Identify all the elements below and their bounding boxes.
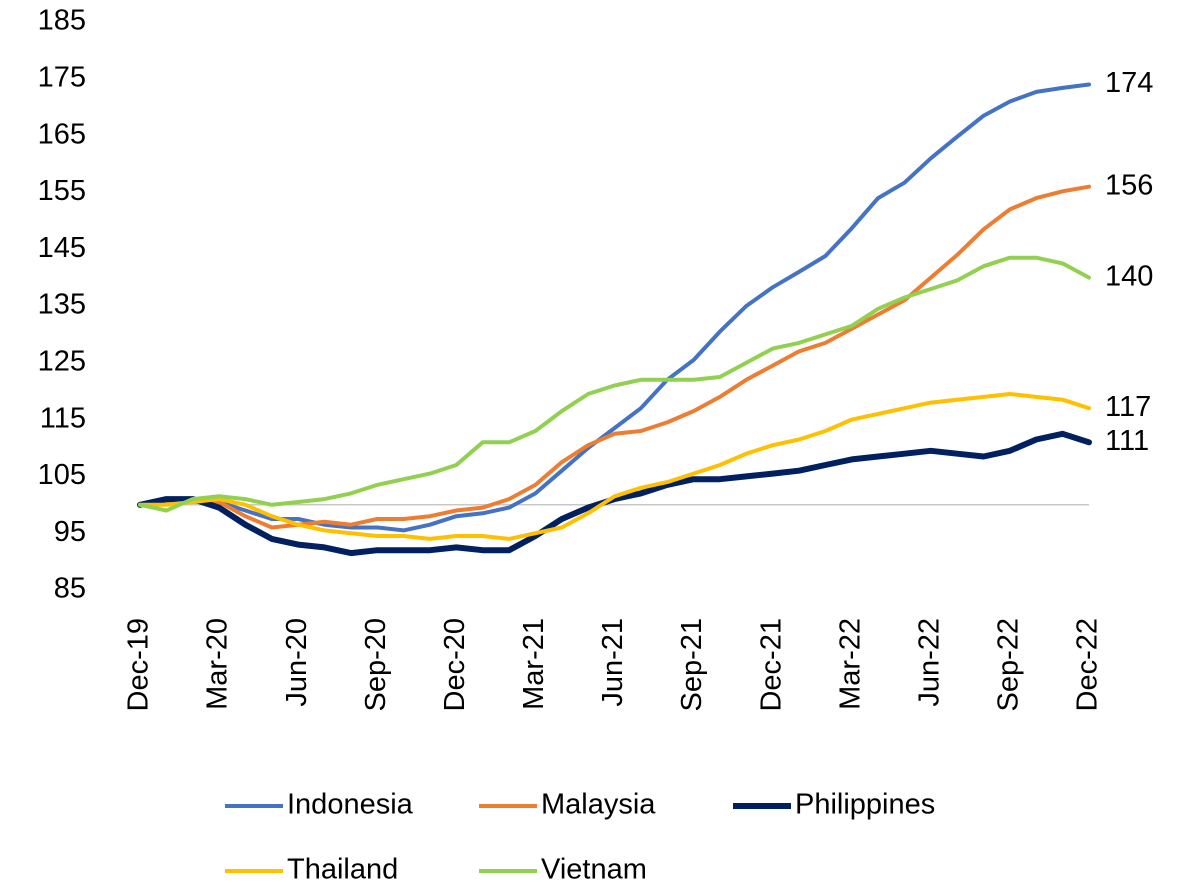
series-line (137, 430, 1092, 557)
series-line (138, 82, 1091, 533)
legend-label: Philippines (795, 789, 935, 821)
end-label: 111 (1105, 425, 1149, 457)
x-tick-label: Mar-20 (202, 618, 234, 710)
x-tick-label: Sep-20 (360, 618, 392, 712)
y-tick-label: 95 (54, 516, 86, 548)
y-tick-label: 135 (38, 289, 86, 321)
x-tick-label: Sep-22 (993, 618, 1025, 712)
x-tick-label: Mar-21 (518, 618, 550, 710)
series-line (138, 184, 1091, 530)
end-label: 140 (1105, 260, 1153, 292)
end-label: 174 (1105, 67, 1153, 99)
legend-label: Malaysia (541, 789, 656, 821)
y-tick-label: 125 (38, 345, 86, 377)
x-tick-label: Dec-20 (439, 618, 471, 712)
y-tick-label: 155 (38, 175, 86, 207)
y-tick-label: 115 (40, 402, 86, 434)
legend-label: Vietnam (541, 854, 647, 886)
x-tick-label: Dec-22 (1072, 618, 1104, 712)
y-tick-label: 145 (38, 232, 86, 264)
end-label: 156 (1105, 169, 1153, 201)
y-tick-label: 85 (54, 573, 86, 605)
y-tick-label: 105 (38, 459, 86, 491)
y-tick-label: 165 (38, 118, 86, 150)
x-tick-label: Jun-21 (597, 618, 629, 707)
series-line (138, 255, 1091, 513)
end-label: 117 (1105, 391, 1151, 423)
x-tick-label: Jun-22 (913, 618, 945, 707)
y-tick-label: 175 (38, 61, 86, 93)
y-tick-label: 185 (38, 5, 86, 37)
x-tick-label: Jun-20 (281, 618, 313, 707)
x-tick-label: Mar-22 (834, 618, 866, 710)
x-tick-label: Dec-19 (123, 618, 155, 712)
legend-label: Thailand (287, 854, 398, 886)
x-tick-label: Dec-21 (755, 618, 787, 712)
series-line (138, 392, 1091, 541)
legend-label: Indonesia (287, 789, 414, 821)
x-tick-label: Sep-21 (676, 618, 708, 712)
